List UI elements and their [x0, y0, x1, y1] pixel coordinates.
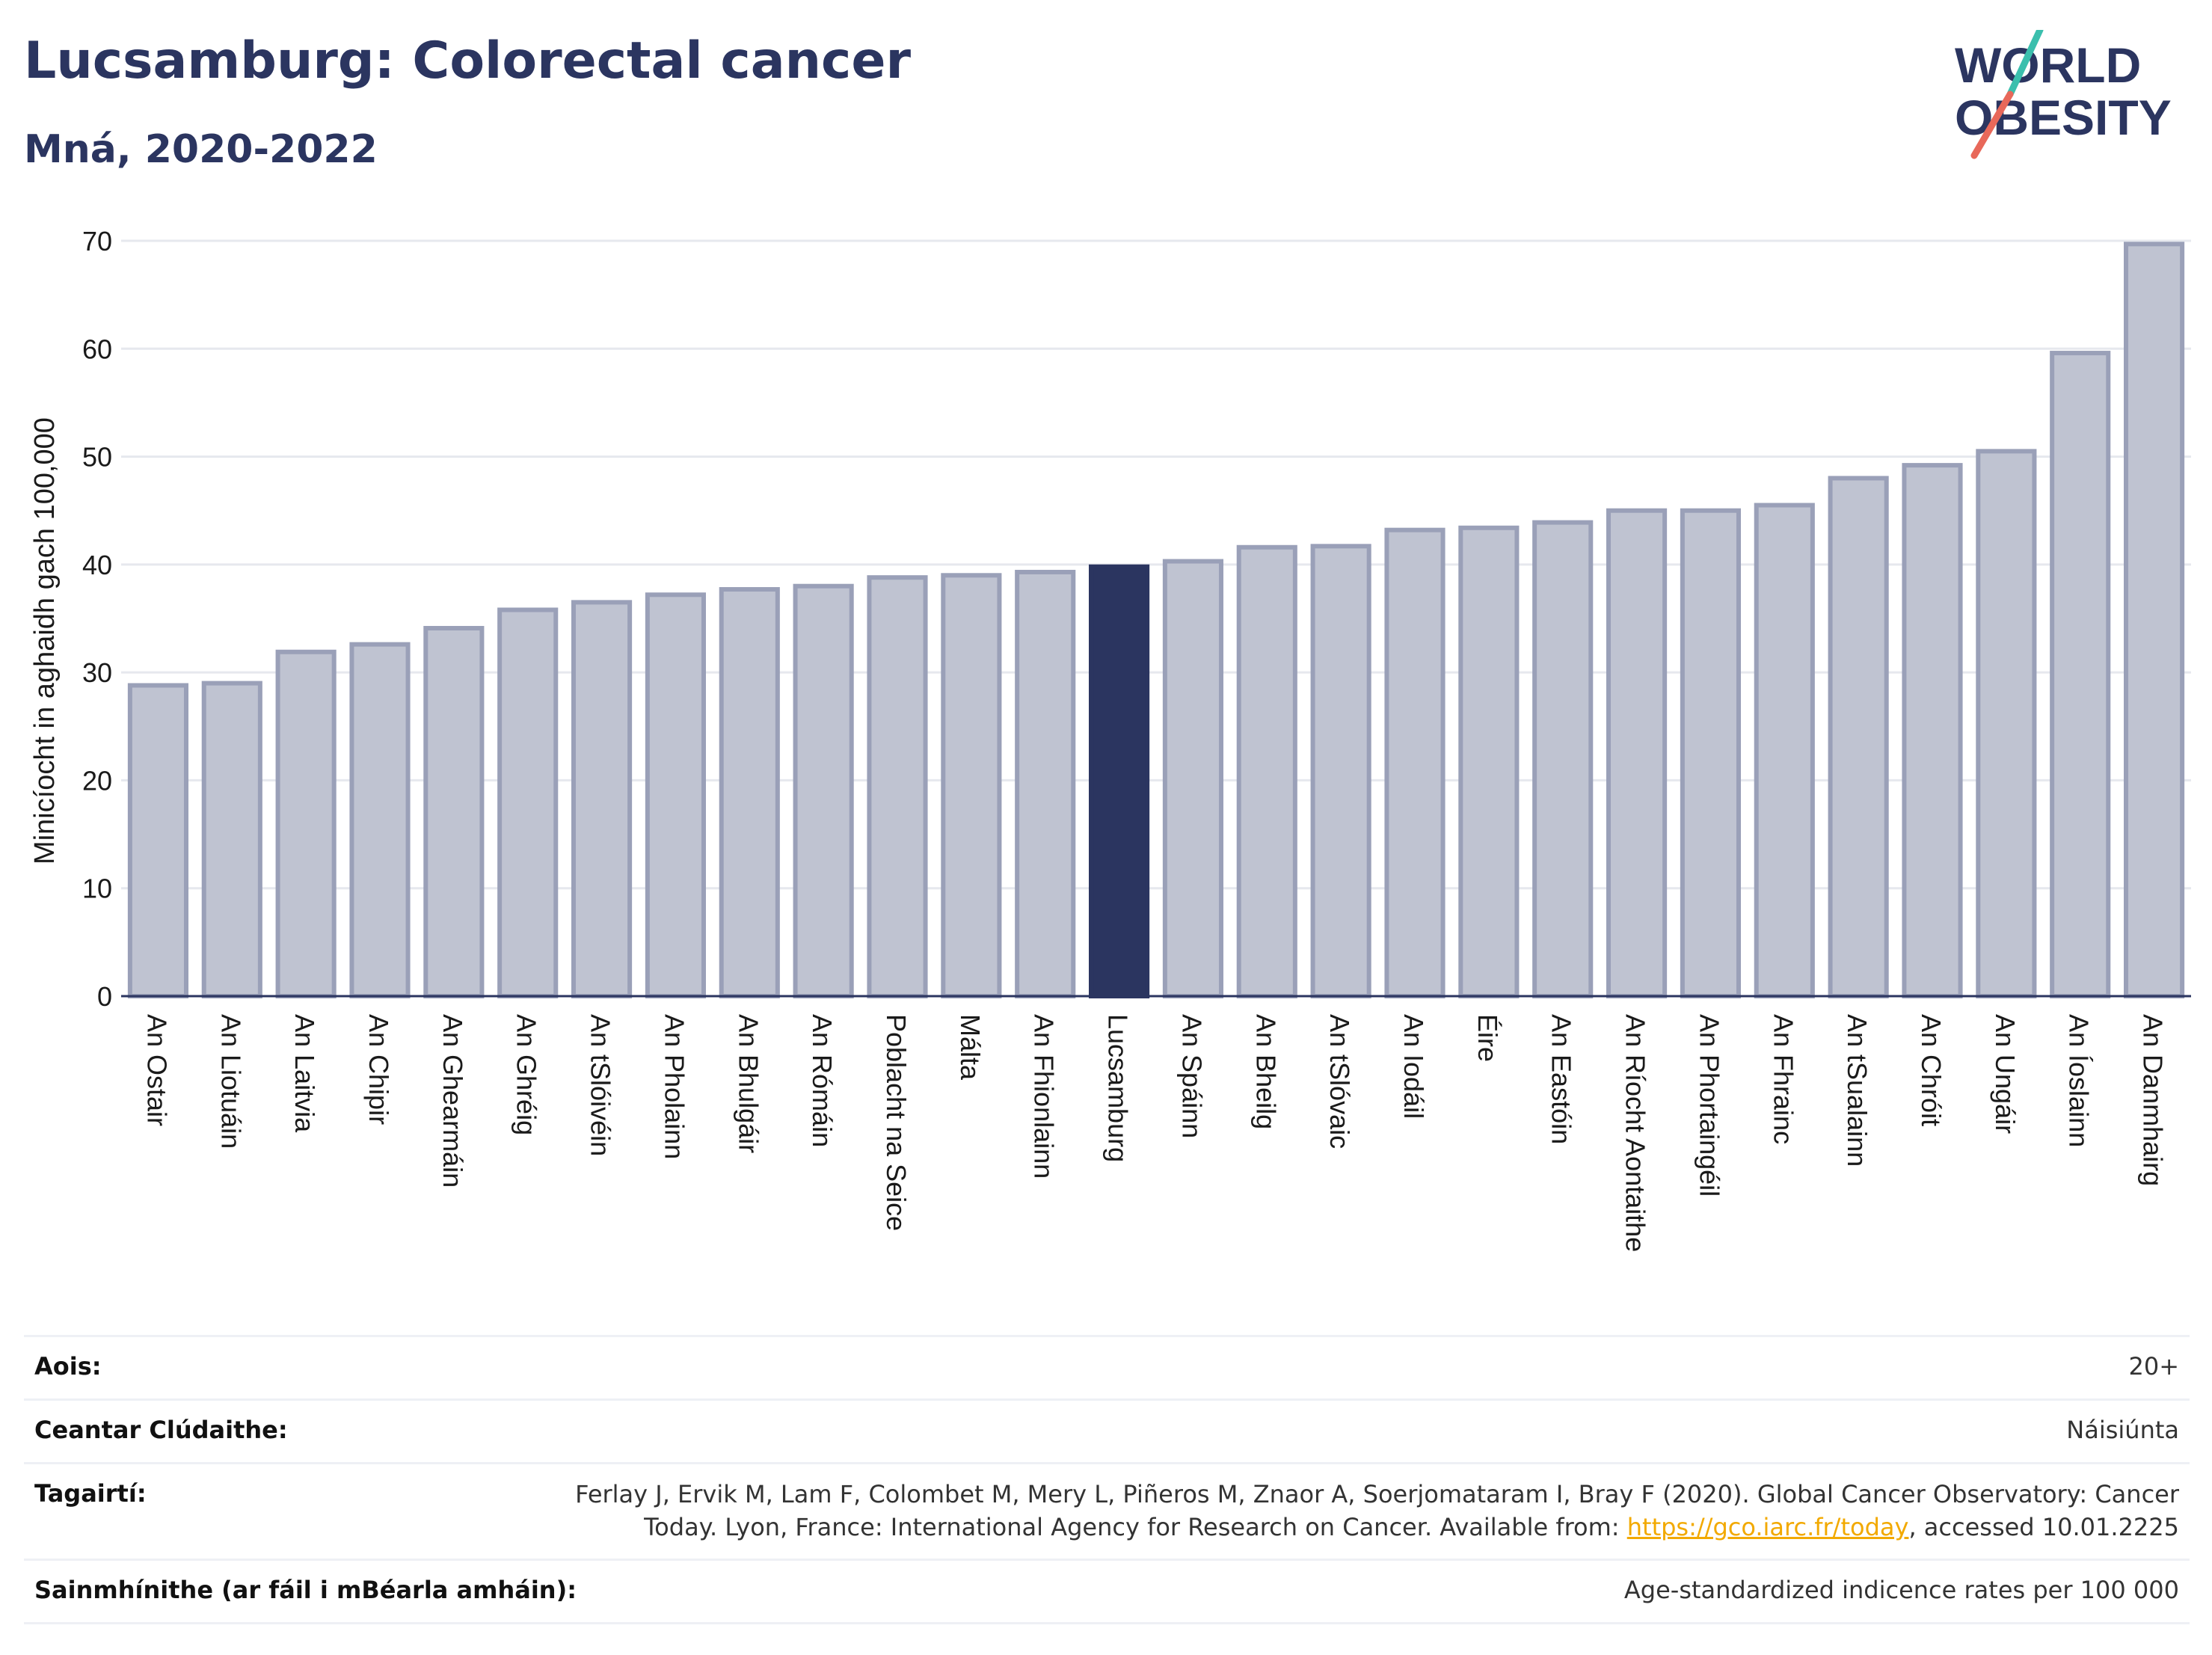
bar	[793, 583, 854, 998]
x-tick-label: An Iodáil	[1398, 1014, 1429, 1119]
bar	[1384, 527, 1446, 998]
definitions-value: Age-standardized indicence rates per 100…	[1623, 1576, 2179, 1604]
bar	[1606, 508, 1668, 998]
y-tick-label: 30	[82, 657, 112, 688]
y-axis-label: Minicíocht in aghaidh gach 100,000	[29, 417, 61, 865]
bar	[2050, 351, 2111, 998]
x-tick-label: An Ghearmáin	[437, 1014, 468, 1188]
references-link[interactable]: https://gco.iarc.fr/today	[1626, 1513, 1909, 1541]
x-tick-label: An Fhionlainn	[1029, 1014, 1060, 1179]
bar	[867, 575, 928, 998]
age-value: 20+	[2128, 1352, 2179, 1381]
bar	[1828, 476, 1889, 998]
info-table: Aois: 20+ Ceantar Clúdaithe: Náisiúnta T…	[24, 1335, 2190, 1624]
references-text: Ferlay J, Ervik M, Lam F, Colombet M, Me…	[575, 1480, 2179, 1541]
bar	[645, 592, 706, 998]
bar	[719, 587, 780, 998]
bar	[1236, 544, 1297, 998]
info-row-age: Aois: 20+	[24, 1335, 2190, 1398]
x-axis-labels: An Ostair An Liotuáin An Laitvia An Chipir A…	[141, 1014, 2168, 1252]
bar	[1680, 508, 1741, 998]
info-row-references: Tagairtí: Ferlay J, Ervik M, Lam F, Colo…	[24, 1462, 2190, 1559]
bar	[1015, 569, 1076, 998]
x-tick-label: Málta	[955, 1014, 986, 1081]
x-tick-label: An tSlóivéin	[586, 1014, 616, 1156]
coverage-value: Náisiúnta	[2066, 1416, 2179, 1444]
x-tick-label: An Danmhairg	[2138, 1014, 2169, 1186]
bar	[571, 600, 633, 998]
info-row-coverage: Ceantar Clúdaithe: Náisiúnta	[24, 1398, 2190, 1462]
chart-subtitle: Mná, 2020-2022	[24, 127, 378, 172]
y-tick-label: 60	[82, 334, 112, 364]
references-suffix: , accessed 10.01.2225	[1908, 1513, 2179, 1541]
x-tick-label: Poblacht na Seice	[881, 1014, 912, 1231]
references-value: Ferlay J, Ervik M, Lam F, Colombet M, Me…	[534, 1478, 2179, 1544]
x-tick-label: An Bheilg	[1250, 1014, 1281, 1129]
bar	[1089, 564, 1150, 998]
bar	[423, 625, 485, 998]
bar	[1754, 503, 1815, 998]
y-axis-ticks: 0 10 20 30 40 50 60 70	[82, 226, 112, 1012]
bar	[127, 683, 188, 998]
x-tick-label: An Fhrainc	[1768, 1014, 1798, 1144]
bar	[1532, 520, 1594, 998]
x-tick-label: An Íoslainn	[2064, 1014, 2095, 1147]
bar	[349, 642, 411, 999]
logo-slash-top	[2006, 30, 2044, 98]
world-obesity-logo: WORLD OBESITY	[1955, 30, 2172, 159]
bar	[497, 607, 559, 998]
bar	[1902, 463, 1963, 998]
x-tick-label: An Laitvia	[289, 1014, 320, 1133]
x-tick-label: An Ghréig	[511, 1014, 542, 1135]
y-tick-label: 0	[97, 981, 112, 1012]
bar-chart: 0 10 20 30 40 50 60 70 An Ostair An Liotuáin An L…	[29, 226, 2191, 1252]
x-tick-label: An tSlóvaic	[1324, 1014, 1355, 1149]
bar	[1162, 559, 1223, 998]
bars	[127, 242, 2185, 999]
x-tick-label: An tSualainn	[1842, 1014, 1872, 1167]
bar	[941, 573, 1002, 998]
x-tick-label: An Bhulgáir	[733, 1014, 764, 1153]
bar	[275, 649, 337, 998]
x-tick-label: An Ríocht Aontaithe	[1620, 1014, 1651, 1252]
logo-text-obesity: OBESITY	[1955, 90, 2172, 145]
info-row-definitions: Sainmhínithe (ar fáil i mBéarla amháin):…	[24, 1559, 2190, 1624]
bar	[1976, 449, 2037, 998]
logo-slash-bottom	[1970, 90, 2014, 159]
references-label: Tagairtí:	[34, 1479, 147, 1508]
x-tick-label: An Rómáin	[807, 1014, 838, 1147]
y-tick-label: 40	[82, 550, 112, 580]
x-tick-label: An Liotuáin	[215, 1014, 246, 1149]
coverage-label: Ceantar Clúdaithe:	[34, 1416, 288, 1444]
bar	[1310, 544, 1371, 998]
bar	[1458, 525, 1520, 998]
x-tick-label: An Eastóin	[1546, 1014, 1577, 1144]
y-tick-label: 70	[82, 226, 112, 257]
x-tick-label: An Ostair	[141, 1014, 172, 1126]
y-tick-label: 10	[82, 873, 112, 904]
bar	[201, 681, 262, 998]
definitions-label: Sainmhínithe (ar fáil i mBéarla amháin):	[34, 1576, 577, 1604]
bar	[2124, 242, 2185, 999]
x-tick-label: An Phortaingéil	[1694, 1014, 1724, 1197]
logo-text-world: WORLD	[1955, 37, 2141, 93]
x-tick-label: An Pholainn	[659, 1014, 689, 1159]
x-tick-label: Lucsamburg	[1103, 1014, 1134, 1162]
age-label: Aois:	[34, 1352, 102, 1381]
y-tick-label: 20	[82, 765, 112, 796]
x-tick-label: An Ungáir	[1990, 1014, 2021, 1134]
y-tick-label: 50	[82, 442, 112, 473]
x-tick-label: An Chipir	[363, 1014, 394, 1125]
chart-title: Lucsamburg: Colorectal cancer	[24, 31, 911, 90]
x-tick-label: An Chróit	[1916, 1014, 1947, 1126]
x-tick-label: Éire	[1472, 1014, 1503, 1062]
x-tick-label: An Spáinn	[1176, 1014, 1207, 1138]
